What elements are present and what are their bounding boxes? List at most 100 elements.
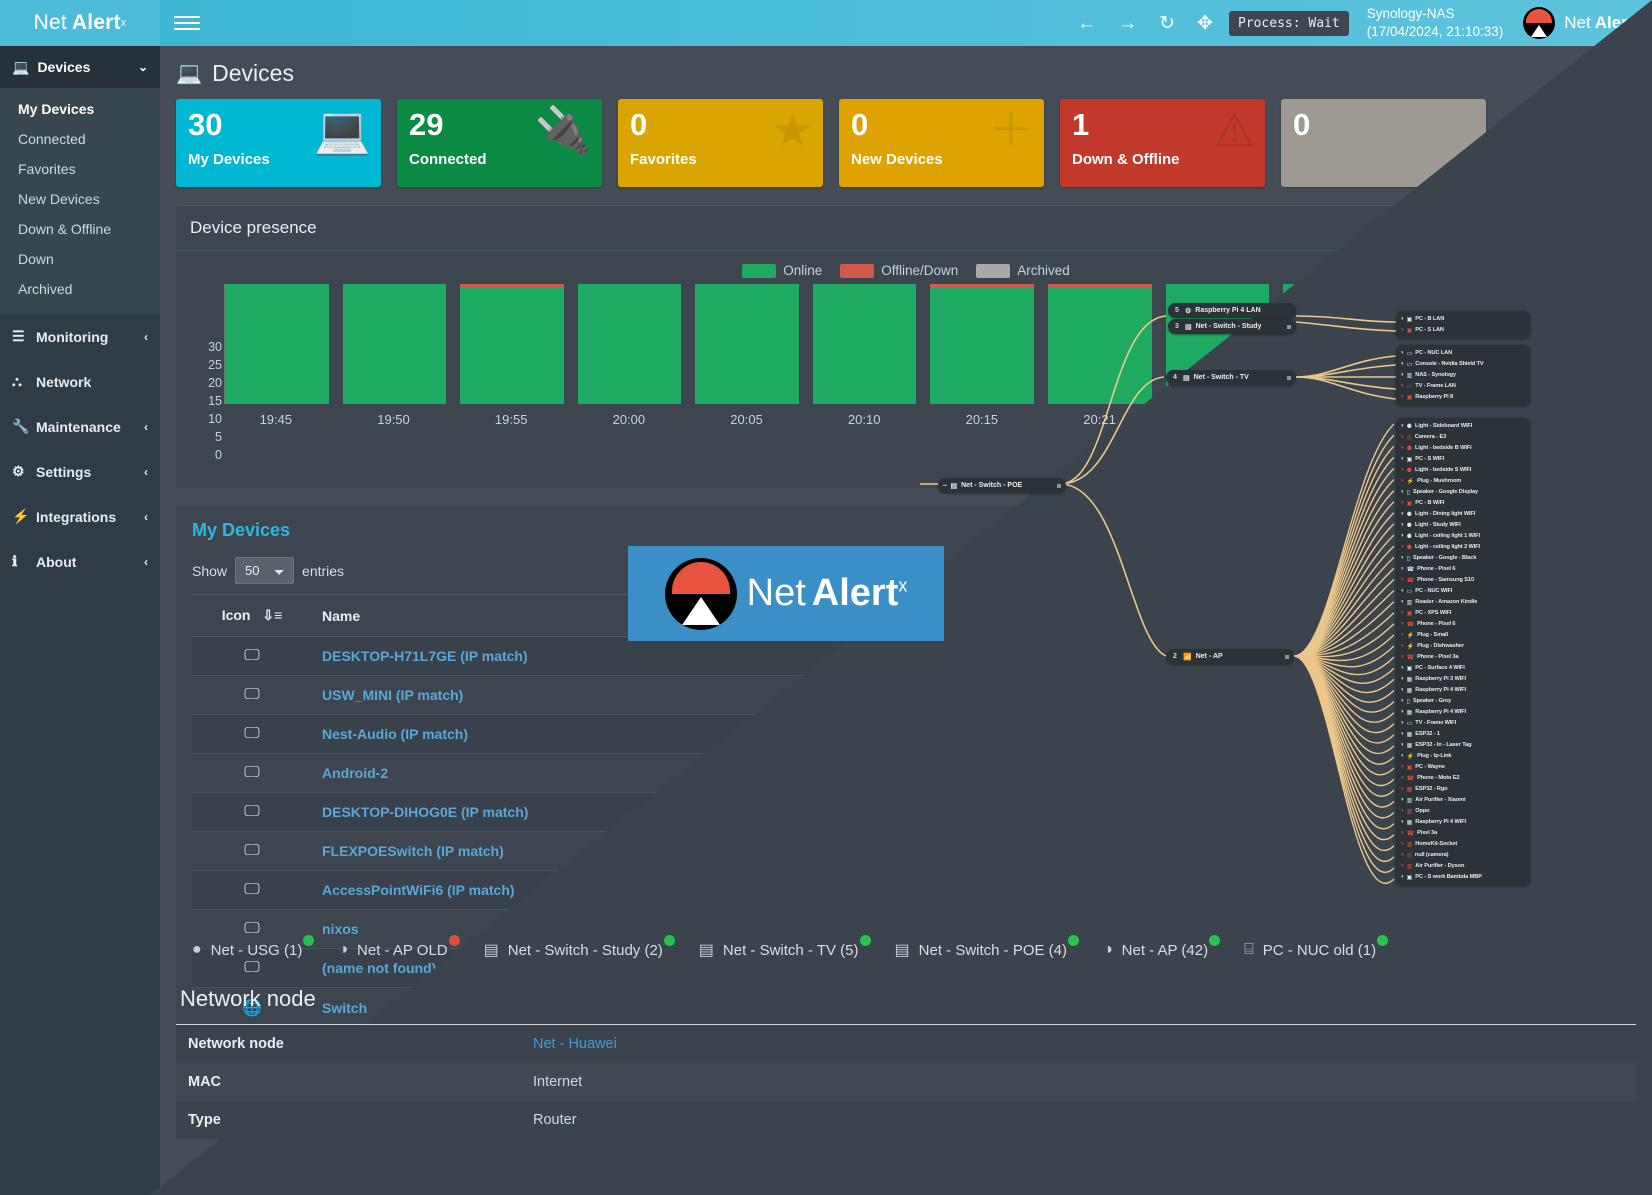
chart-bar[interactable] <box>1518 284 1622 404</box>
device-name-link[interactable]: Android-2 <box>312 753 1620 793</box>
card-archived-count: 0 <box>1293 107 1311 142</box>
brand-right-thin: Net <box>1564 13 1591 32</box>
chart-bar[interactable] <box>1283 284 1387 404</box>
chart-bar[interactable] <box>695 284 799 404</box>
process-status-badge: Process: Wait <box>1228 10 1349 36</box>
chart-bar[interactable] <box>812 284 917 404</box>
chart-bar[interactable] <box>225 284 329 404</box>
gear-icon: ⚙ <box>12 463 25 479</box>
node-tab[interactable]: ▤ Net - Switch - TV (5) <box>681 922 877 978</box>
sidebar-item-integrations[interactable]: ⚡ Integrations ‹ <box>0 494 160 539</box>
table-row[interactable]: 🖵 DESKTOP-H71L7GE (IP match) <box>192 636 1620 676</box>
brand-logo-left[interactable]: Net Alert x <box>0 0 160 46</box>
chart-bar[interactable] <box>1165 284 1270 404</box>
sidebar-item-settings[interactable]: ⚙ Settings ‹ <box>0 449 160 494</box>
sidebar-item-favorites[interactable]: Favorites <box>18 161 76 177</box>
device-name-link[interactable]: USW_MINI (IP match) <box>312 675 1620 715</box>
legend-archived: Archived <box>976 263 1070 278</box>
chart-bar[interactable] <box>1400 284 1505 404</box>
chart-y-axis: 30 25 20 15 10 5 0 <box>190 340 222 462</box>
node-tab[interactable]: ◑ Net - AP OLD <box>320 922 465 978</box>
card-connected[interactable]: 29 Connected 🔌 <box>397 99 602 187</box>
divider <box>176 1024 1636 1025</box>
table-row[interactable]: 🖵 Android-2 <box>192 753 1620 793</box>
card-new-devices[interactable]: 0 New Devices ＋ <box>839 99 1044 187</box>
legend-label-archived: Archived <box>1017 263 1070 278</box>
device-name-link[interactable]: Nest-Audio (IP match) <box>312 714 1620 754</box>
plus-icon: ＋ <box>988 104 1034 156</box>
chart-bar[interactable] <box>577 284 682 404</box>
table-row[interactable]: 🖵 AccessPointWiFi6 (IP match) <box>192 870 1620 910</box>
host-info: Synology-NAS (17/04/2024, 21:10:33) <box>1367 5 1504 41</box>
sidebar-item-maintenance[interactable]: 🔧 Maintenance ‹ <box>0 404 160 449</box>
page-size-select[interactable]: 102550100 <box>235 557 295 584</box>
sort-desc-icon[interactable]: ⇩≡ <box>262 607 283 623</box>
forward-arrow-icon[interactable]: → <box>1118 12 1138 34</box>
chart-x-tick: 19:55 <box>494 412 528 427</box>
sidebar-item-devices[interactable]: 💻 Devices ⌄ <box>0 46 160 88</box>
sidebar-monitoring-label: Monitoring <box>36 328 109 345</box>
sidebar-network-label: Network <box>36 373 92 390</box>
node-tab[interactable]: ● Net - USG (1) <box>174 922 320 978</box>
sidebar-submenu: My Devices Connected Favorites New Devic… <box>0 88 160 314</box>
sidebar-item-about[interactable]: ℹ About ‹ <box>0 539 160 584</box>
sidebar-item-new-devices[interactable]: New Devices <box>18 191 100 207</box>
status-dot <box>1209 935 1221 946</box>
legend-swatch-archived <box>976 263 1011 278</box>
refresh-icon[interactable]: ↻ <box>1159 12 1176 34</box>
column-header-name[interactable]: Name <box>312 594 1620 637</box>
chart-y-tick: 10 <box>208 412 222 426</box>
chart-bar[interactable] <box>460 284 564 404</box>
chart-bar[interactable] <box>1048 284 1152 404</box>
detail-row: Network node Net - Huawei <box>176 1025 1636 1063</box>
node-tab-label: PC - NUC old (1) <box>1262 941 1377 959</box>
node-tab-label: Net - AP OLD <box>357 941 448 959</box>
sidebar-item-connected[interactable]: Connected <box>18 131 86 147</box>
detail-key: Network node <box>188 1036 284 1052</box>
chart-bar[interactable] <box>342 284 447 404</box>
card-down-offline[interactable]: 1 Down & Offline ⚠ <box>1060 99 1265 187</box>
table-row[interactable]: 🖵 USW_MINI (IP match) <box>192 675 1620 715</box>
node-tab-icon: ⌸ <box>1244 941 1254 958</box>
chevron-left-icon: ‹ <box>144 419 148 434</box>
chart-x-tick: 20:35 <box>1436 412 1469 427</box>
chart-x-tick: 20:05 <box>730 412 763 427</box>
sidebar-item-down[interactable]: Down <box>18 251 54 267</box>
brand-logo-right[interactable]: Net Alert x <box>1564 13 1638 33</box>
chart-bar-segment-online <box>1518 284 1622 404</box>
card-my-devices[interactable]: 30 My Devices 💻 <box>176 99 381 187</box>
chart-x-tick: 20:00 <box>612 412 646 427</box>
node-tab[interactable]: ▤ Net - Switch - Study (2) <box>466 922 681 978</box>
card-archived[interactable]: 0 <box>1281 99 1486 187</box>
my-devices-title: My Devices <box>192 520 291 540</box>
device-name-link[interactable]: DESKTOP-DIHOG0E (IP match) <box>312 792 1620 832</box>
back-arrow-icon[interactable]: ← <box>1077 12 1097 34</box>
chart-bar-segment-online <box>1165 284 1270 404</box>
table-row[interactable]: 🖵 Nest-Audio (IP match) <box>192 714 1620 754</box>
network-tree-icon: ⛬ <box>12 373 22 389</box>
device-name-link[interactable]: FLEXPOESwitch (IP match) <box>312 831 1620 871</box>
sidebar-item-archived[interactable]: Archived <box>18 281 73 297</box>
sidebar-item-my-devices[interactable]: My Devices <box>18 101 95 117</box>
table-row[interactable]: 🖵 FLEXPOESwitch (IP match) <box>192 831 1620 871</box>
hamburger-icon[interactable] <box>174 10 200 36</box>
card-favorites[interactable]: 0 Favorites ★ <box>618 99 823 187</box>
node-tab[interactable]: ▤ Net - Switch - POE (4) <box>877 922 1085 978</box>
chart-x-tick: 20:21 <box>1083 412 1116 427</box>
sidebar-item-network[interactable]: ⛬ Network <box>0 359 160 404</box>
table-row[interactable]: 🖵 DESKTOP-DIHOG0E (IP match) <box>192 792 1620 832</box>
move-icon[interactable]: ✥ <box>1197 12 1213 34</box>
node-tab[interactable]: ◑ Net - AP (42) <box>1085 922 1226 978</box>
chart-bar-segment-online <box>1400 288 1505 404</box>
device-name-link[interactable]: DESKTOP-H71L7GE (IP match) <box>312 636 1620 676</box>
sidebar-item-monitoring[interactable]: ☰ Monitoring ‹ <box>0 314 160 359</box>
chart-bar[interactable] <box>930 284 1035 404</box>
sidebar-item-down-offline[interactable]: Down & Offline <box>18 221 112 237</box>
detail-value[interactable]: Net - Huawei <box>533 1036 617 1052</box>
node-tab[interactable]: ⌸ PC - NUC old (1) <box>1226 922 1394 978</box>
device-name-link[interactable]: AccessPointWiFi6 (IP match) <box>312 870 1620 910</box>
chart-plot-area <box>224 284 1622 404</box>
sidebar-about-label: About <box>36 553 77 570</box>
column-header-icon[interactable]: Icon ⇩≡ <box>192 594 312 637</box>
chevron-left-icon: ‹ <box>144 329 148 344</box>
